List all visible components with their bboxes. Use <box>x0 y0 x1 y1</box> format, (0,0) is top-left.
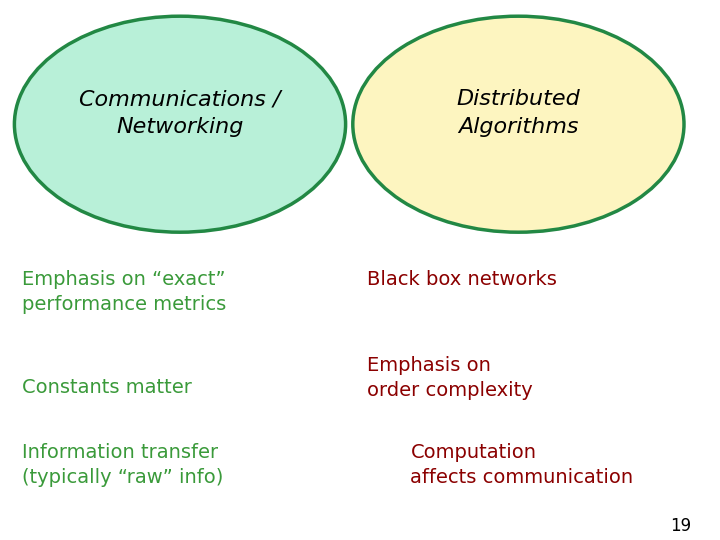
Ellipse shape <box>14 16 346 232</box>
Text: Constants matter: Constants matter <box>22 378 192 397</box>
Text: Emphasis on “exact”
performance metrics: Emphasis on “exact” performance metrics <box>22 270 226 314</box>
Ellipse shape <box>353 16 684 232</box>
Text: Distributed
Algorithms: Distributed Algorithms <box>456 90 580 137</box>
Text: 19: 19 <box>670 517 691 535</box>
Text: Communications /
Networking: Communications / Networking <box>79 90 281 137</box>
Text: Black box networks: Black box networks <box>367 270 557 289</box>
Text: Information transfer
(typically “raw” info): Information transfer (typically “raw” in… <box>22 443 223 487</box>
Text: Emphasis on
order complexity: Emphasis on order complexity <box>367 356 533 400</box>
Text: Computation
affects communication: Computation affects communication <box>410 443 634 487</box>
